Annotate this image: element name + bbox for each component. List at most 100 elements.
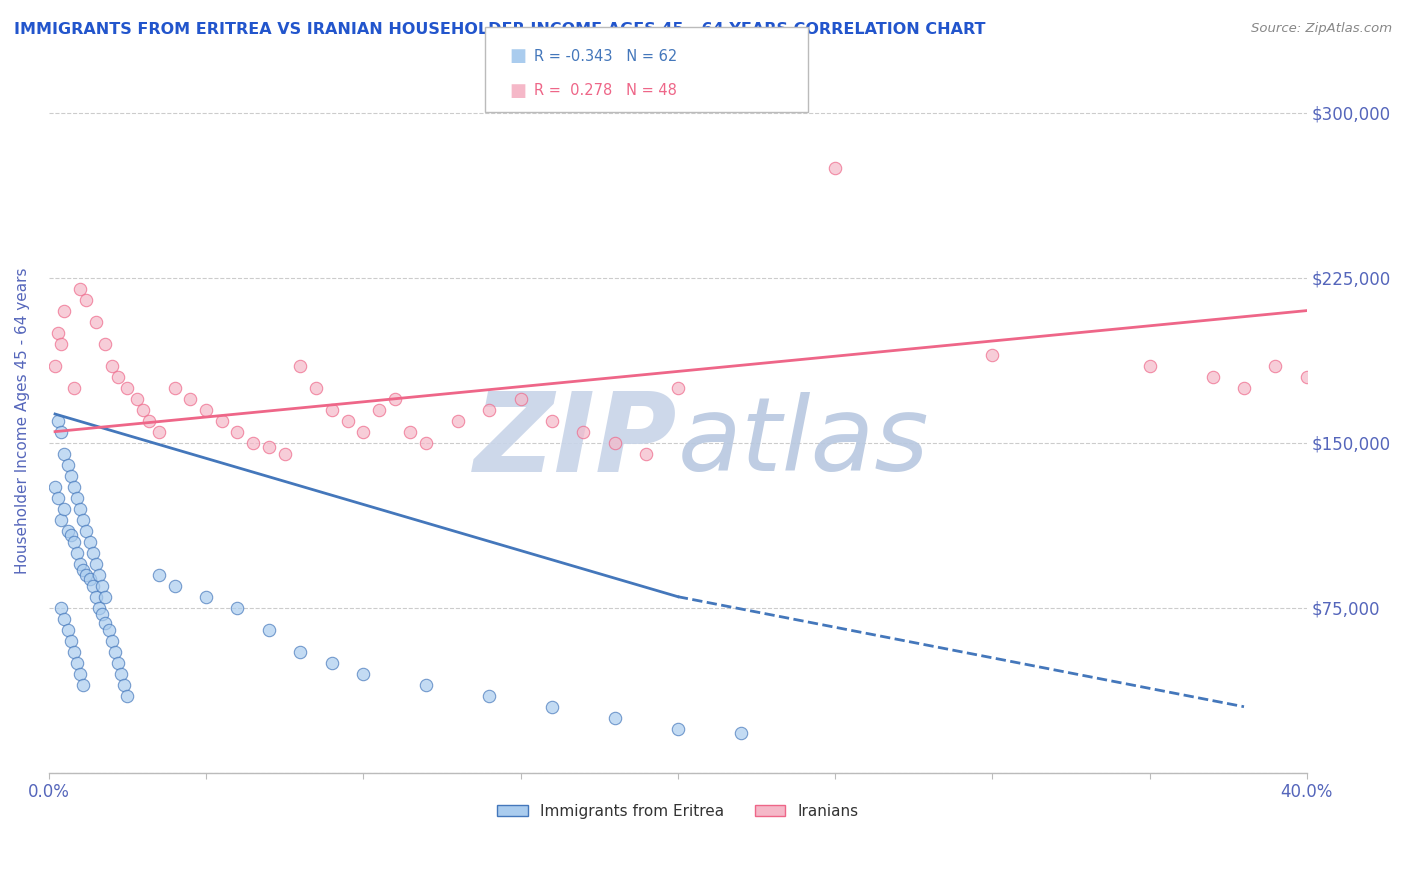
Point xyxy=(63,645,86,659)
Point xyxy=(97,623,120,637)
Point xyxy=(59,468,82,483)
Point xyxy=(69,501,91,516)
Point xyxy=(100,359,122,373)
Point xyxy=(257,623,280,637)
Point xyxy=(478,402,501,417)
Point xyxy=(44,359,66,373)
Point xyxy=(91,607,114,622)
Text: R =  0.278   N = 48: R = 0.278 N = 48 xyxy=(534,84,678,98)
Point xyxy=(63,534,86,549)
Point xyxy=(305,381,328,395)
Point xyxy=(66,546,89,560)
Point xyxy=(59,633,82,648)
Point xyxy=(112,678,135,692)
Point xyxy=(63,381,86,395)
Point xyxy=(226,425,249,439)
Point xyxy=(104,645,127,659)
Point xyxy=(46,326,69,340)
Point xyxy=(91,579,114,593)
Point xyxy=(56,524,79,538)
Point xyxy=(53,612,76,626)
Point xyxy=(94,616,117,631)
Text: ■: ■ xyxy=(509,47,526,65)
Point xyxy=(368,402,391,417)
Point xyxy=(107,656,129,670)
Point xyxy=(179,392,201,406)
Point xyxy=(981,348,1004,362)
Point xyxy=(84,590,107,604)
Point xyxy=(1233,381,1256,395)
Point xyxy=(1139,359,1161,373)
Text: Source: ZipAtlas.com: Source: ZipAtlas.com xyxy=(1251,22,1392,36)
Point xyxy=(257,440,280,454)
Point xyxy=(1201,369,1223,384)
Point xyxy=(72,678,94,692)
Point xyxy=(132,402,155,417)
Point xyxy=(824,161,846,175)
Point xyxy=(84,315,107,329)
Point xyxy=(84,557,107,571)
Text: atlas: atlas xyxy=(678,392,929,491)
Point xyxy=(53,501,76,516)
Point xyxy=(46,414,69,428)
Point xyxy=(603,711,626,725)
Point xyxy=(69,282,91,296)
Point xyxy=(163,381,186,395)
Point xyxy=(290,359,312,373)
Point xyxy=(321,402,343,417)
Point xyxy=(94,336,117,351)
Point xyxy=(666,381,689,395)
Point xyxy=(117,381,139,395)
Point xyxy=(321,656,343,670)
Point xyxy=(415,435,437,450)
Point xyxy=(51,425,73,439)
Point xyxy=(76,524,98,538)
Point xyxy=(69,666,91,681)
Point xyxy=(56,458,79,472)
Point xyxy=(730,726,752,740)
Point xyxy=(541,414,564,428)
Point xyxy=(352,666,374,681)
Point xyxy=(336,414,359,428)
Point xyxy=(666,722,689,736)
Text: R = -0.343   N = 62: R = -0.343 N = 62 xyxy=(534,49,678,63)
Point xyxy=(509,392,531,406)
Point xyxy=(148,567,170,582)
Point xyxy=(107,369,129,384)
Point xyxy=(110,666,132,681)
Point xyxy=(72,563,94,577)
Text: ■: ■ xyxy=(509,82,526,100)
Point xyxy=(87,567,110,582)
Point xyxy=(125,392,148,406)
Point xyxy=(51,513,73,527)
Point xyxy=(415,678,437,692)
Point xyxy=(51,336,73,351)
Point xyxy=(195,590,218,604)
Point xyxy=(541,699,564,714)
Point xyxy=(82,579,104,593)
Point xyxy=(53,303,76,318)
Point xyxy=(384,392,406,406)
Legend: Immigrants from Eritrea, Iranians: Immigrants from Eritrea, Iranians xyxy=(491,797,865,825)
Point xyxy=(603,435,626,450)
Text: IMMIGRANTS FROM ERITREA VS IRANIAN HOUSEHOLDER INCOME AGES 45 - 64 YEARS CORRELA: IMMIGRANTS FROM ERITREA VS IRANIAN HOUSE… xyxy=(14,22,986,37)
Point xyxy=(148,425,170,439)
Point xyxy=(66,656,89,670)
Point xyxy=(163,579,186,593)
Point xyxy=(636,447,658,461)
Point xyxy=(195,402,218,417)
Point xyxy=(53,447,76,461)
Point xyxy=(290,645,312,659)
Point xyxy=(69,557,91,571)
Point xyxy=(79,572,101,586)
Point xyxy=(446,414,468,428)
Point xyxy=(87,600,110,615)
Y-axis label: Householder Income Ages 45 - 64 years: Householder Income Ages 45 - 64 years xyxy=(15,268,30,574)
Point xyxy=(66,491,89,505)
Point xyxy=(242,435,264,450)
Point xyxy=(352,425,374,439)
Point xyxy=(399,425,422,439)
Point xyxy=(572,425,595,439)
Point xyxy=(44,480,66,494)
Point xyxy=(63,480,86,494)
